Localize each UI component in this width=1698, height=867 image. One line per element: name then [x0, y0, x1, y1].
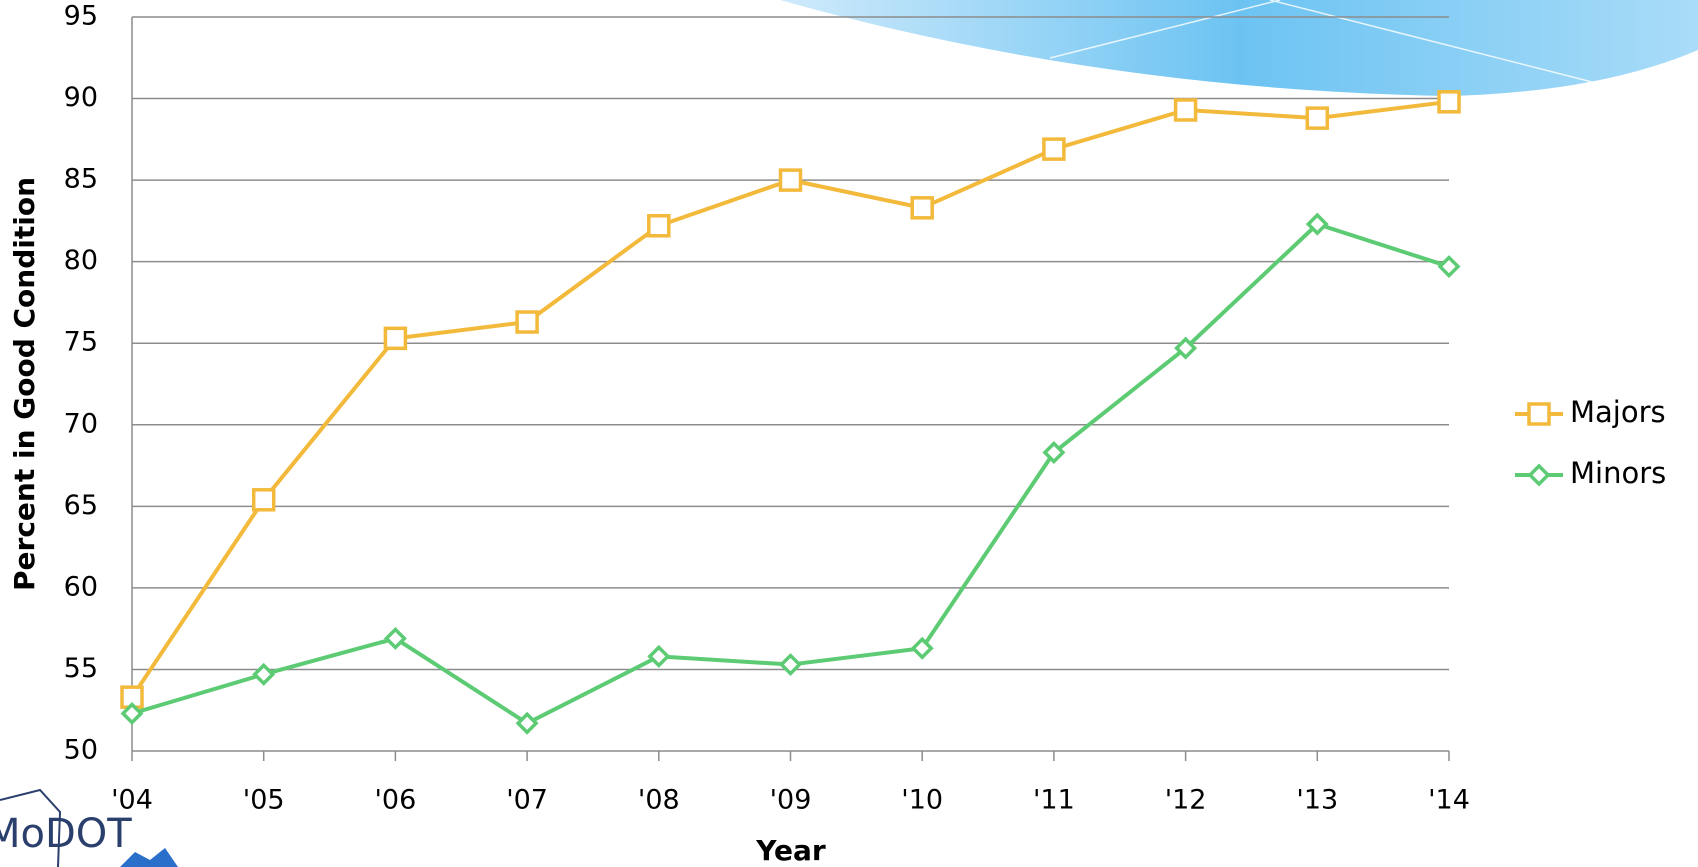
- y-tick-label: 50: [64, 735, 98, 766]
- marker: [778, 168, 803, 192]
- x-tick-label: '07: [506, 785, 548, 816]
- y-tick-label: 95: [64, 1, 98, 32]
- marker: [647, 644, 671, 668]
- marker: [779, 653, 802, 677]
- y-tick-label: 80: [64, 245, 98, 276]
- marker: [251, 488, 276, 512]
- legend-label: Minors: [1570, 456, 1666, 490]
- marker: [1437, 90, 1461, 114]
- marker: [1173, 98, 1198, 122]
- marker: [383, 326, 408, 351]
- x-tick-label: '12: [1165, 785, 1207, 816]
- x-tick-label: '14: [1428, 785, 1470, 816]
- decor-swoosh-line: [1049, 0, 1601, 85]
- y-tick-label: 90: [64, 82, 98, 113]
- x-tick-label: '13: [1296, 785, 1338, 816]
- marker: [647, 214, 671, 238]
- marker: [515, 711, 539, 735]
- logo-text: MoDOT: [0, 811, 132, 857]
- marker: [1305, 212, 1329, 236]
- y-tick-label: 55: [64, 653, 98, 684]
- y-axis-label: Percent in Good Condition: [8, 177, 41, 591]
- x-tick-label: '09: [770, 785, 812, 816]
- marker: [120, 702, 144, 725]
- marker: [910, 196, 934, 220]
- legend-marker: [1527, 463, 1551, 487]
- y-tick-label: 85: [64, 164, 98, 195]
- marker: [1042, 441, 1066, 464]
- y-tick-label: 75: [64, 327, 98, 358]
- x-tick-label: '11: [1033, 785, 1075, 816]
- legend-label: Majors: [1570, 395, 1666, 429]
- marker: [515, 310, 539, 334]
- legend-marker: [1527, 402, 1551, 426]
- logo: MoDOT: [0, 788, 178, 867]
- y-tick-label: 60: [64, 571, 98, 602]
- marker: [1437, 255, 1461, 279]
- x-tick-label: '08: [638, 785, 680, 816]
- y-tick-label: 65: [64, 490, 98, 521]
- marker: [1305, 106, 1330, 130]
- decor-swoosh: [780, 0, 1698, 96]
- marker: [910, 636, 934, 660]
- marker: [252, 662, 276, 686]
- x-axis-label: Year: [755, 834, 826, 867]
- x-tick-label: '10: [901, 785, 943, 816]
- x-tick-label: '06: [375, 785, 417, 816]
- plot-area: 50 55 60 65 70 75 80 85 90 95 '04 '05 '06 '07 '08 '09 '1…: [64, 1, 1667, 816]
- x-tick-label: '05: [243, 785, 285, 816]
- marker: [1174, 336, 1198, 360]
- y-tick-label: 70: [64, 408, 98, 439]
- series-line: [131, 221, 1450, 726]
- marker: [383, 626, 407, 650]
- marker: [1042, 137, 1066, 161]
- x-tick-label: '04: [111, 785, 153, 816]
